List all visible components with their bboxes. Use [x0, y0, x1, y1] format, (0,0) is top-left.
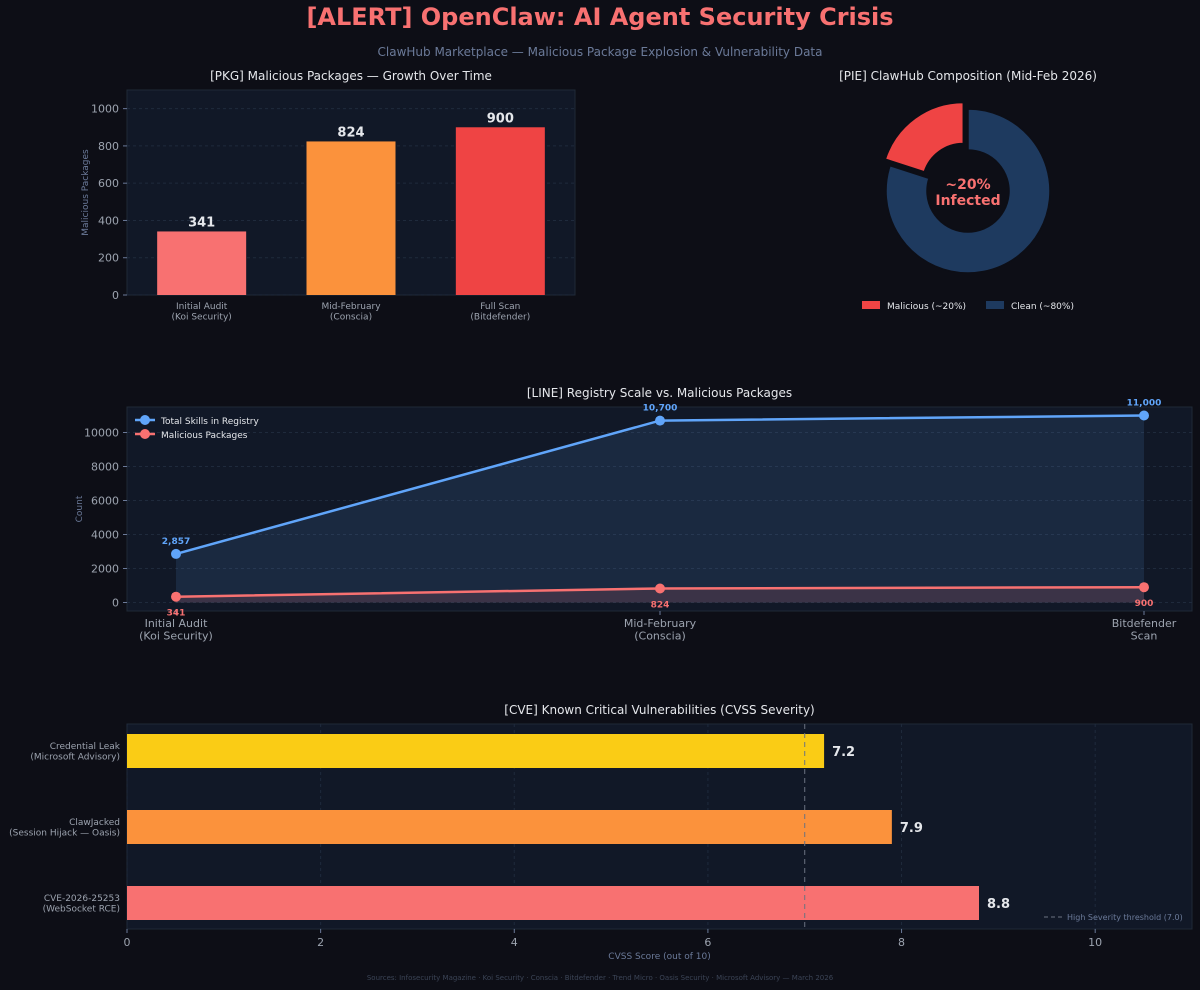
pie-center-label-percent: ~20%: [945, 177, 990, 193]
line-y-tick-label: 0: [112, 597, 119, 610]
pie-center-label-text: Infected: [935, 193, 1000, 209]
hbar-value-label: 8.8: [987, 897, 1010, 912]
bar-category-label: Full Scan (Bitdefender): [470, 302, 530, 322]
bar-y-tick-label: 800: [98, 140, 119, 153]
hbar: [127, 734, 825, 768]
pie-legend-label: Clean (~80%): [1011, 302, 1074, 312]
hbar-value-label: 7.2: [832, 745, 855, 760]
hbar-category-label: ClawJacked (Session Hijack — Oasis): [9, 818, 120, 838]
bar-y-tick-label: 1000: [91, 103, 119, 116]
hbar-category-label: CVE-2026-25253 (WebSocket RCE): [43, 894, 120, 914]
bar-value-label: 824: [337, 125, 364, 140]
line-x-tick-label: Initial Audit (Koi Security): [139, 617, 213, 643]
hbar-x-tick-label: 0: [124, 936, 131, 949]
line-point: [655, 415, 665, 426]
bar-chart-title: [PKG] Malicious Packages — Growth Over T…: [210, 69, 492, 83]
line-data-label: 900: [1135, 599, 1154, 609]
line-area-fill: [176, 415, 1144, 603]
line-legend-marker: [140, 429, 150, 439]
pie-slice: [884, 101, 965, 173]
bar: [455, 127, 545, 295]
hbar: [127, 810, 892, 844]
hbar: [127, 886, 979, 920]
line-chart-title: [LINE] Registry Scale vs. Malicious Pack…: [527, 386, 792, 400]
bar: [306, 141, 396, 295]
footer-sources: Sources: Infosecurity Magazine · Koi Sec…: [366, 974, 834, 982]
line-point: [171, 548, 181, 559]
line-point: [1139, 410, 1149, 421]
line-x-tick-label: Mid-February (Conscia): [624, 617, 697, 643]
line-legend-marker: [140, 415, 150, 425]
line-legend-label: Total Skills in Registry: [160, 417, 259, 427]
line-y-axis-label: Count: [75, 495, 85, 522]
hbar-chart-title: [CVE] Known Critical Vulnerabilities (CV…: [504, 703, 814, 717]
bar-y-tick-label: 0: [112, 289, 119, 302]
hbar-x-tick-label: 2: [317, 936, 324, 949]
bar-category-label: Mid-February (Conscia): [321, 302, 381, 322]
line-point: [1139, 582, 1149, 593]
bar-y-tick-label: 200: [98, 252, 119, 265]
hbar-x-tick-label: 8: [898, 936, 905, 949]
hbar-category-label: Credential Leak (Microsoft Advisory): [30, 742, 120, 762]
line-legend-label: Malicious Packages: [161, 431, 248, 441]
line-data-label: 10,700: [643, 404, 678, 414]
bar-y-tick-label: 600: [98, 177, 119, 190]
bar: [157, 231, 247, 295]
hbar-x-axis-label: CVSS Score (out of 10): [608, 952, 710, 962]
line-y-tick-label: 6000: [91, 495, 119, 508]
bar-value-label: 900: [487, 111, 514, 126]
line-data-label: 2,857: [162, 537, 190, 547]
line-y-tick-label: 2000: [91, 563, 119, 576]
bar-y-axis-label: Malicious Packages: [81, 149, 91, 236]
line-data-label: 824: [651, 600, 670, 610]
line-x-tick-label: Bitdefender Scan: [1112, 617, 1177, 643]
page-subtitle: ClawHub Marketplace — Malicious Package …: [377, 45, 823, 59]
line-point: [171, 591, 181, 602]
line-y-tick-label: 4000: [91, 529, 119, 542]
pie-chart-title: [PIE] ClawHub Composition (Mid-Feb 2026): [839, 69, 1097, 83]
threshold-legend-label: High Severity threshold (7.0): [1067, 913, 1183, 922]
line-point: [655, 583, 665, 594]
line-data-label: 341: [167, 609, 186, 619]
page-title: [ALERT] OpenClaw: AI Agent Security Cris…: [306, 3, 894, 31]
pie-legend-swatch: [986, 301, 1004, 309]
hbar-x-tick-label: 4: [511, 936, 518, 949]
pie-legend-label: Malicious (~20%): [887, 302, 966, 312]
line-data-label: 11,000: [1127, 399, 1162, 409]
bar-y-tick-label: 400: [98, 214, 119, 227]
line-y-tick-label: 10000: [84, 427, 119, 440]
hbar-x-tick-label: 10: [1088, 936, 1102, 949]
line-area-fill: [176, 587, 1144, 603]
pie-slice: [885, 108, 1051, 274]
hbar-value-label: 7.9: [900, 821, 923, 836]
bar-category-label: Initial Audit (Koi Security): [172, 302, 232, 322]
hbar-x-tick-label: 6: [704, 936, 711, 949]
pie-legend-swatch: [862, 301, 880, 309]
line-y-tick-label: 8000: [91, 461, 119, 474]
line-plot-area: [126, 406, 1193, 612]
bar-value-label: 341: [188, 215, 215, 230]
